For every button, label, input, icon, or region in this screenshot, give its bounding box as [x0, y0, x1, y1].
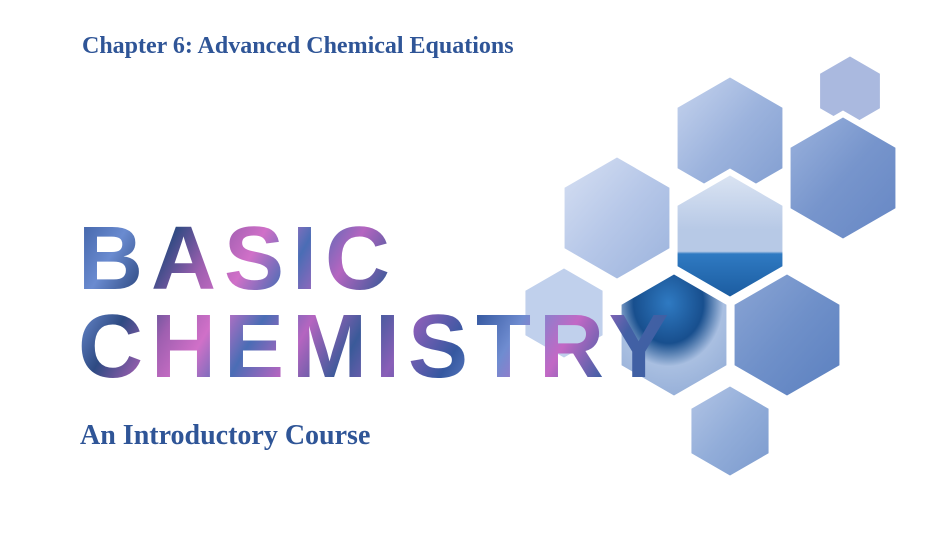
chapter-title: Chapter 6: Advanced Chemical Equations [82, 33, 514, 60]
course-title: BASIC CHEMISTRY [78, 215, 677, 391]
course-subtitle: An Introductory Course [80, 420, 370, 452]
hexagon-cell [688, 383, 771, 479]
course-title-line2: CHEMISTRY [78, 297, 677, 397]
hexagon-cell [732, 271, 843, 399]
hexagon-cell [788, 114, 899, 242]
course-title-line1: BASIC [78, 209, 398, 309]
